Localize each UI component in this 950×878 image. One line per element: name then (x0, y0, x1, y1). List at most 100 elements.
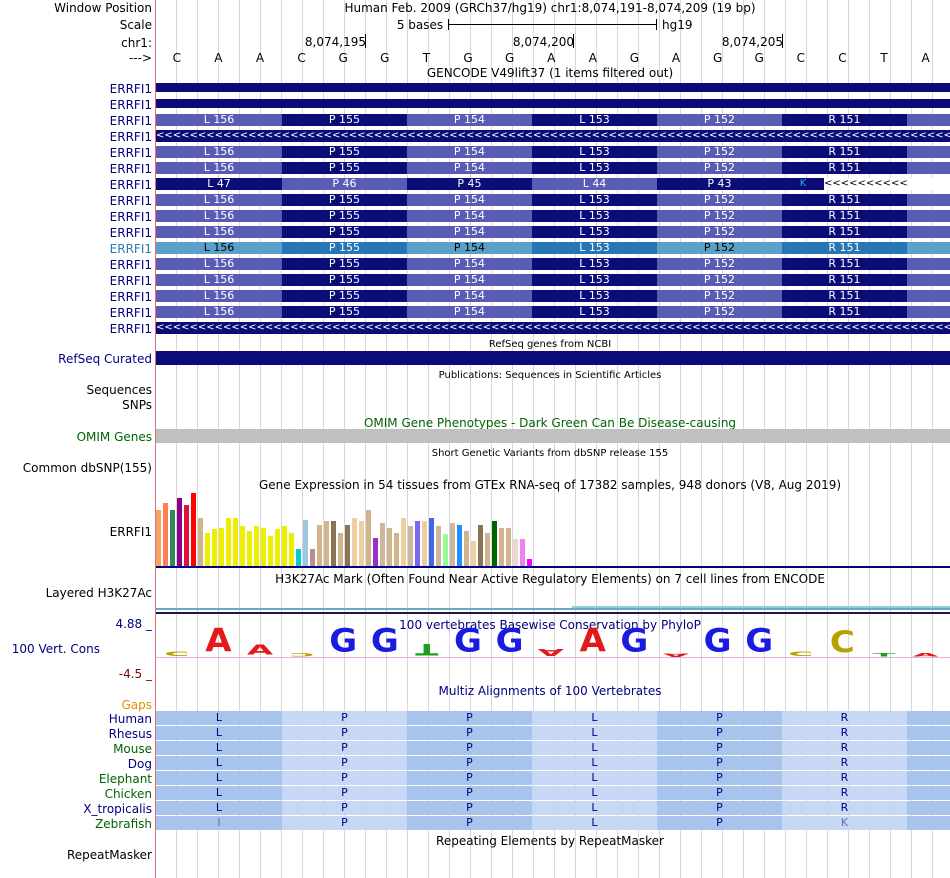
gencode-track-label[interactable]: ERRFI1 (109, 258, 152, 272)
gtex-barchart[interactable] (156, 491, 536, 566)
gencode-track-label[interactable]: ERRFI1 (109, 210, 152, 224)
gencode-track-label[interactable]: ERRFI1 (109, 194, 152, 208)
gtex-tissue-bar[interactable] (373, 538, 378, 566)
refseq-gene-bar[interactable] (156, 351, 950, 365)
sequences-label[interactable]: Sequences (86, 383, 152, 397)
gtex-tissue-bar[interactable] (177, 498, 182, 566)
gencode-track-label[interactable]: ERRFI1 (109, 178, 152, 192)
gtex-tissue-bar[interactable] (527, 559, 532, 566)
gtex-tissue-bar[interactable] (247, 531, 252, 566)
gtex-tissue-bar[interactable] (464, 531, 469, 566)
dbsnp-label[interactable]: Common dbSNP(155) (22, 461, 152, 475)
gtex-tissue-bar[interactable] (226, 518, 231, 566)
conservation-label[interactable]: 100 Vert. Cons (11, 642, 100, 656)
gtex-tissue-bar[interactable] (163, 503, 168, 566)
gtex-tissue-bar[interactable] (394, 533, 399, 566)
gencode-track-label[interactable]: ERRFI1 (109, 274, 152, 288)
gtex-tissue-bar[interactable] (268, 536, 273, 566)
gencode-coding-row[interactable]: L 156 P 155 P 154 L 153 P 152 R 151 (156, 114, 950, 126)
gencode-track-label[interactable]: ERRFI1 (109, 306, 152, 320)
gencode-transcript-bar[interactable] (156, 83, 950, 92)
gtex-tissue-bar[interactable] (317, 525, 322, 566)
gtex-tissue-bar[interactable] (520, 539, 525, 566)
gtex-tissue-bar[interactable] (506, 528, 511, 566)
gtex-tissue-bar[interactable] (471, 541, 476, 566)
gtex-tissue-bar[interactable] (415, 521, 420, 566)
gtex-tissue-bar[interactable] (492, 521, 497, 566)
gtex-tissue-bar[interactable] (359, 521, 364, 566)
gtex-tissue-bar[interactable] (156, 510, 161, 566)
gencode-coding-row[interactable]: L 156 P 155 P 154 L 153 P 152 R 151 (156, 306, 950, 318)
gtex-tissue-bar[interactable] (205, 533, 210, 566)
gtex-tissue-bar[interactable] (408, 526, 413, 566)
gtex-tissue-bar[interactable] (289, 533, 294, 566)
gtex-tissue-bar[interactable] (422, 521, 427, 566)
gtex-tissue-bar[interactable] (345, 525, 350, 566)
gencode-track-label[interactable]: ERRFI1 (109, 82, 152, 96)
h3k27ac-label[interactable]: Layered H3K27Ac (45, 586, 152, 600)
gtex-tissue-bar[interactable] (338, 533, 343, 566)
gencode-coding-row[interactable]: L 156 P 155 P 154 L 153 P 152 R 151 (156, 162, 950, 174)
gencode-intron-arrows[interactable]: <<<<<<<<<<<<<<<<<<<<<<<<<<<<<<<<<<<<<<<<… (156, 322, 950, 334)
gencode-track-label[interactable]: ERRFI1 (109, 242, 152, 256)
gtex-tissue-bar[interactable] (303, 520, 308, 566)
repeatmasker-label[interactable]: RepeatMasker (66, 848, 152, 862)
gencode-coding-row[interactable]: L 156 P 155 P 154 L 153 P 152 R 151 (156, 290, 950, 302)
gtex-tissue-bar[interactable] (513, 539, 518, 566)
gencode-coding-row[interactable]: L 47P 46P 45L 44P 43K<<<<<<<<<<<<<<<<<<<… (156, 178, 950, 190)
gtex-tissue-bar[interactable] (275, 529, 280, 566)
gtex-tissue-bar[interactable] (443, 534, 448, 566)
gtex-tissue-bar[interactable] (380, 523, 385, 566)
gtex-tissue-bar[interactable] (366, 510, 371, 566)
gencode-intron-arrows[interactable]: <<<<<<<<<<<<<<<<<<<<<<<<<<<<<<<<<<<<<<<<… (156, 130, 950, 142)
gencode-coding-row[interactable]: L 156 P 155 P 154 L 153 P 152 R 151 (156, 258, 950, 270)
gencode-coding-row[interactable]: L 156 P 155 P 154 L 153 P 152 R 151 (156, 242, 950, 254)
gtex-tissue-bar[interactable] (429, 518, 434, 566)
gencode-track-label[interactable]: ERRFI1 (109, 290, 152, 304)
gtex-tissue-bar[interactable] (261, 528, 266, 566)
gtex-tissue-bar[interactable] (387, 528, 392, 566)
gtex-tissue-bar[interactable] (191, 493, 196, 566)
gencode-transcript-bar[interactable] (156, 99, 950, 108)
gtex-tissue-bar[interactable] (331, 521, 336, 566)
gtex-tissue-bar[interactable] (212, 529, 217, 566)
gtex-tissue-bar[interactable] (240, 526, 245, 566)
gtex-tissue-bar[interactable] (254, 526, 259, 566)
gtex-label[interactable]: ERRFI1 (109, 525, 152, 539)
gencode-coding-row[interactable]: L 156 P 155 P 154 L 153 P 152 R 151 (156, 194, 950, 206)
gtex-tissue-bar[interactable] (184, 505, 189, 566)
refseq-label[interactable]: RefSeq Curated (58, 352, 152, 366)
gtex-tissue-bar[interactable] (282, 526, 287, 566)
gtex-tissue-bar[interactable] (198, 518, 203, 566)
gtex-tissue-bar[interactable] (499, 528, 504, 566)
gtex-tissue-bar[interactable] (219, 528, 224, 566)
gtex-tissue-bar[interactable] (478, 525, 483, 566)
gencode-track-label[interactable]: ERRFI1 (109, 114, 152, 128)
gtex-tissue-bar[interactable] (352, 518, 357, 566)
gtex-tissue-bar[interactable] (296, 549, 301, 566)
gtex-tissue-bar[interactable] (324, 521, 329, 566)
gencode-coding-row[interactable]: L 156 P 155 P 154 L 153 P 152 R 151 (156, 274, 950, 286)
gencode-track-label[interactable]: ERRFI1 (109, 146, 152, 160)
gencode-track-label[interactable]: ERRFI1 (109, 130, 152, 144)
omim-bar[interactable] (156, 429, 950, 443)
gencode-coding-row[interactable]: L 156 P 155 P 154 L 153 P 152 R 151 (156, 226, 950, 238)
gencode-track-label[interactable]: ERRFI1 (109, 98, 152, 112)
gtex-tissue-bar[interactable] (457, 525, 462, 566)
gtex-tissue-bar[interactable] (450, 523, 455, 566)
gtex-tissue-bar[interactable] (485, 533, 490, 566)
gtex-tissue-bar[interactable] (170, 510, 175, 566)
omim-label[interactable]: OMIM Genes (76, 430, 152, 444)
gencode-coding-row[interactable]: L 156 P 155 P 154 L 153 P 152 R 151 (156, 146, 950, 158)
gtex-tissue-bar[interactable] (310, 549, 315, 566)
gencode-track-label[interactable]: ERRFI1 (109, 322, 152, 336)
gtex-tissue-bar[interactable] (436, 526, 441, 566)
gencode-track-label[interactable]: ERRFI1 (109, 162, 152, 176)
